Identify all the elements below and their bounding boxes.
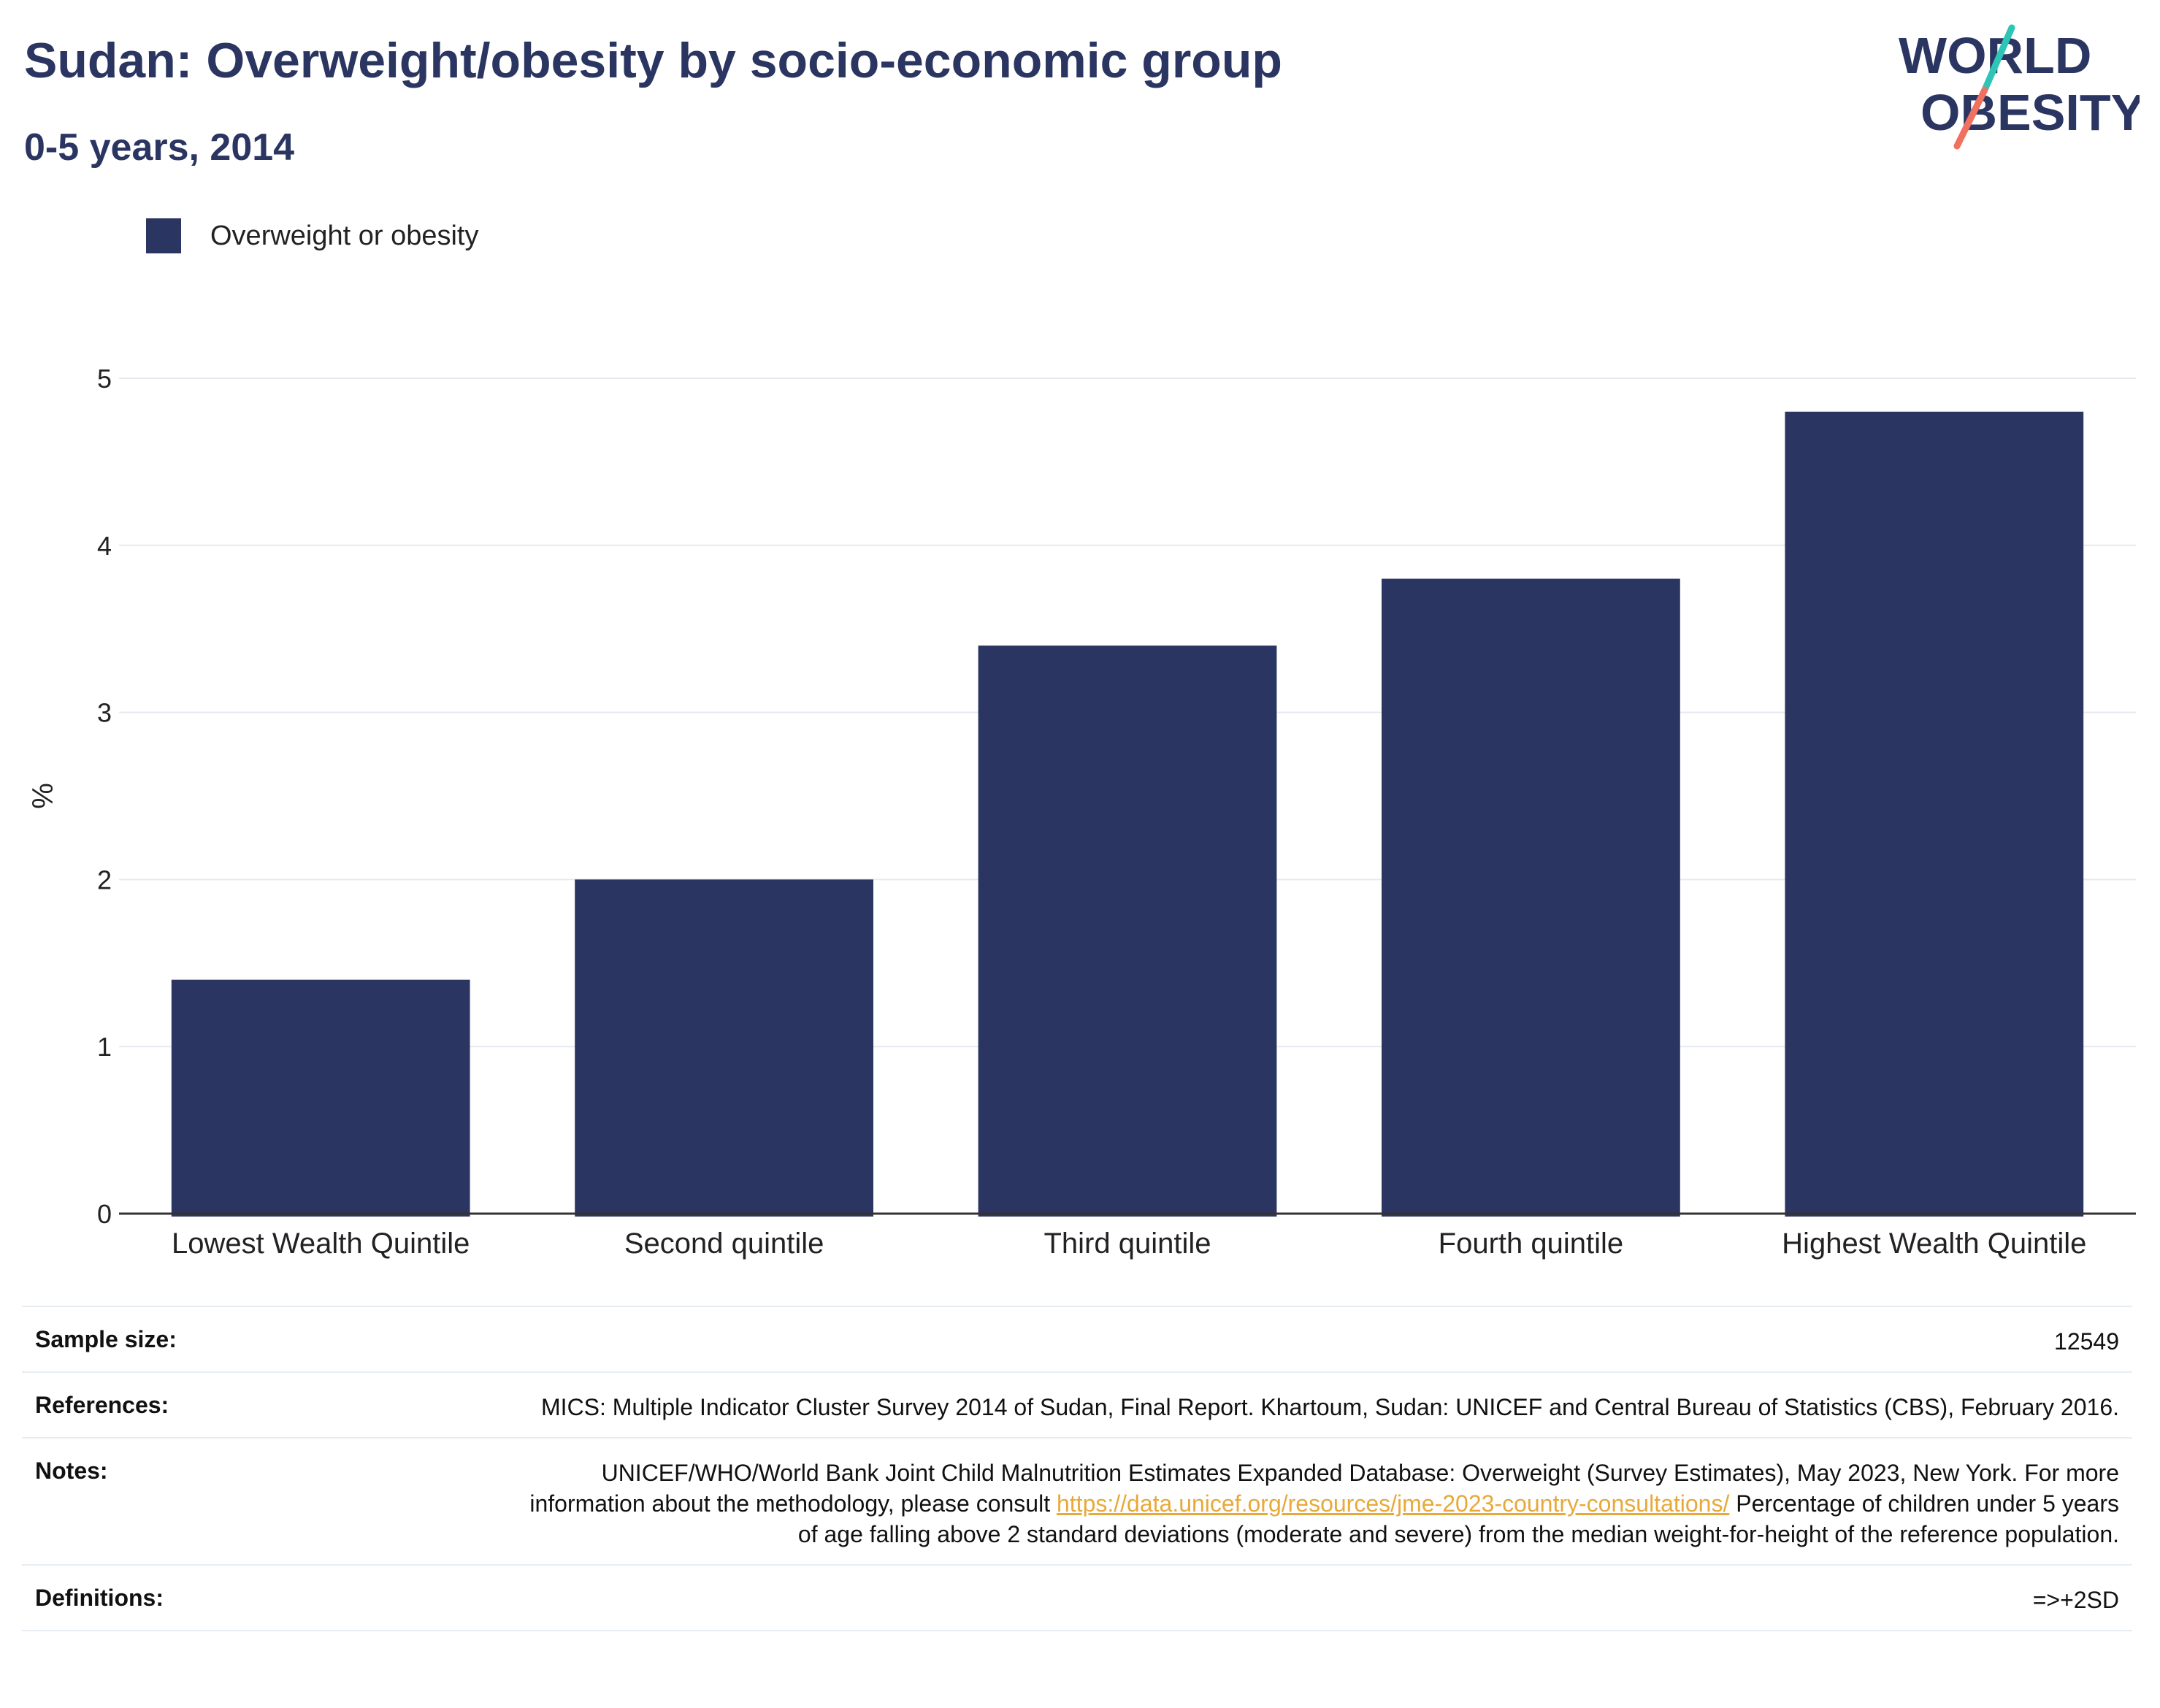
axes: 0 1 2 3 4 5% Lowest Wealth Quintile Second quin… (27, 364, 2136, 1260)
notes-definition-text: Percentage of children under 5 years of … (797, 1490, 2119, 1547)
bar-chart: 0 1 2 3 4 5% Lowest Wealth Quintile Second quin… (27, 364, 2136, 1260)
sample-size-label: Sample size: (35, 1326, 177, 1352)
notes-label: Notes: (35, 1458, 108, 1484)
x-tick-label: Fourth quintile (1439, 1228, 1623, 1260)
methodology-link[interactable]: https://data.unicef.org/resources/jme-20… (1056, 1490, 1730, 1517)
bars (171, 411, 2084, 1217)
bar (1382, 578, 1680, 1217)
definitions-value: =>+2SD (2032, 1587, 2119, 1613)
chart-legend: Overweight or obesity (146, 218, 479, 254)
bar (171, 979, 470, 1217)
notes-row: Notes: UNICEF/WHO/World Bank Joint Child… (22, 1437, 2132, 1564)
references-label: References: (35, 1392, 169, 1418)
y-tick-label: 0 (97, 1199, 112, 1229)
x-tick-label: Second quintile (624, 1228, 824, 1260)
x-tick-label: Third quintile (1043, 1228, 1211, 1260)
references-value: MICS: Multiple Indicator Cluster Survey … (541, 1394, 2119, 1420)
y-tick-label: 3 (97, 698, 112, 728)
references-row: References: MICS: Multiple Indicator Clu… (22, 1371, 2132, 1437)
legend-label: Overweight or obesity (210, 220, 479, 251)
chart-title: Sudan: Overweight/obesity by socio-econo… (24, 33, 1282, 88)
notes-text: UNICEF/WHO/World Bank Joint Child Malnut… (529, 1460, 2119, 1517)
logo-line-1: WORLD (1899, 27, 2091, 84)
sample-size-value: 12549 (2054, 1328, 2119, 1355)
definitions-row: Definitions: =>+2SD (22, 1564, 2132, 1631)
logo-line-2: OBESITY (1920, 84, 2140, 141)
sample-size-row: Sample size: 12549 (22, 1306, 2132, 1371)
x-tick-label: Lowest Wealth Quintile (172, 1228, 470, 1260)
y-axis-label: % (27, 783, 59, 809)
y-tick-label: 4 (97, 531, 112, 561)
world-obesity-logo: WORLD OBESITY (1899, 24, 2140, 150)
chart-subtitle: 0-5 years, 2014 (24, 126, 295, 169)
bar (978, 646, 1277, 1217)
definitions-label: Definitions: (35, 1585, 164, 1611)
bar (575, 879, 873, 1217)
y-tick-label: 5 (97, 364, 112, 394)
y-tick-label: 2 (97, 865, 112, 895)
y-tick-label: 1 (97, 1032, 112, 1062)
chart-metadata-table: Sample size: 12549 References: MICS: Mul… (22, 1306, 2132, 1631)
legend-swatch (146, 218, 181, 253)
x-tick-label: Highest Wealth Quintile (1782, 1228, 2086, 1260)
bar (1785, 411, 2084, 1217)
notes-value: UNICEF/WHO/World Bank Joint Child Malnut… (527, 1458, 2119, 1550)
